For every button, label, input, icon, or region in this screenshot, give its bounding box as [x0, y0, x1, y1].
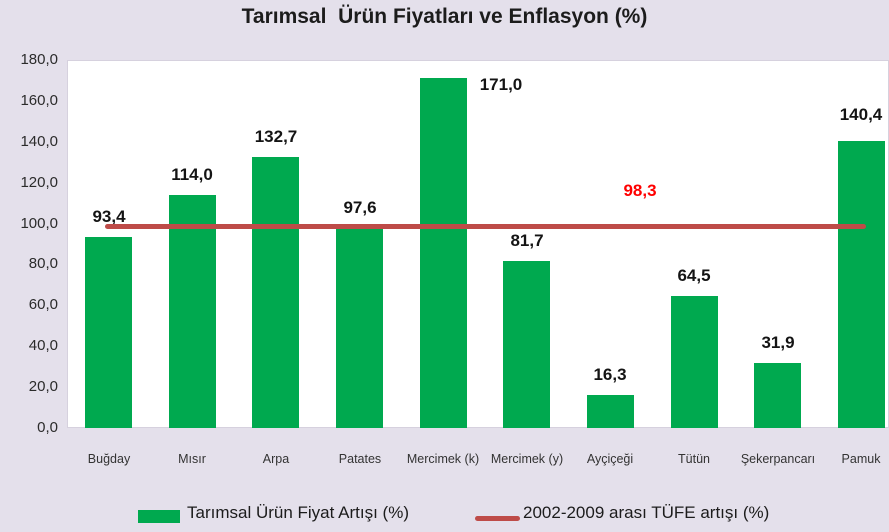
y-tick-label: 120,0	[20, 174, 58, 191]
bar-value-label: 31,9	[761, 333, 795, 352]
bar-value-label: 97,6	[343, 198, 377, 217]
bar	[420, 78, 467, 428]
bar	[85, 237, 132, 428]
y-tick-label: 20,0	[28, 378, 58, 395]
x-category-label: Arpa	[262, 452, 290, 466]
x-category-label: Şekerpancarı	[740, 452, 816, 466]
x-category-label: Mercimek (k)	[406, 452, 480, 466]
x-category-label: Tütün	[678, 452, 710, 466]
y-tick-label: 100,0	[20, 215, 58, 232]
bar-value-label: 171,0	[479, 75, 523, 94]
bar-value-label: 114,0	[171, 165, 213, 184]
bar	[671, 296, 718, 428]
bar	[838, 141, 885, 428]
y-tick-label: 140,0	[20, 133, 58, 150]
chart-title: Tarımsal Ürün Fiyatları ve Enflasyon (%)	[241, 5, 648, 28]
bar-value-label: 140,4	[839, 105, 883, 124]
y-tick-label: 160,0	[20, 92, 58, 109]
x-category-label: Mercimek (y)	[490, 452, 564, 466]
x-category-label: Patates	[338, 452, 382, 466]
inflation-line	[105, 224, 866, 229]
bar	[503, 261, 550, 428]
y-tick-label: 80,0	[28, 255, 58, 272]
x-category-label: Ayçiçeği	[586, 452, 634, 466]
bar-value-label: 64,5	[677, 266, 711, 285]
bar	[587, 395, 634, 428]
bar	[754, 363, 801, 428]
y-tick-label: 60,0	[28, 296, 58, 313]
x-category-label: Pamuk	[841, 452, 881, 466]
bar-value-label: 93,4	[92, 207, 126, 226]
legend-label-bar-series: Tarımsal Ürün Fiyat Artışı (%)	[187, 503, 409, 522]
bar-series-swatch-icon	[138, 510, 180, 523]
line-series-swatch-icon	[475, 516, 520, 521]
x-category-label: Buğday	[87, 452, 131, 466]
y-tick-label: 40,0	[28, 337, 58, 354]
bar	[169, 195, 216, 428]
bar-value-label: 81,7	[510, 231, 544, 250]
bar	[252, 157, 299, 428]
bar-value-label: 16,3	[593, 365, 627, 384]
x-category-label: Mısır	[178, 452, 206, 466]
y-tick-label: 0,0	[37, 419, 58, 436]
inflation-value-label: 98,3	[623, 181, 657, 200]
bar	[336, 228, 383, 428]
y-tick-label: 180,0	[20, 51, 58, 68]
legend-label-line-series: 2002-2009 arası TÜFE artışı (%)	[523, 503, 770, 522]
bar-value-label: 132,7	[254, 127, 298, 146]
